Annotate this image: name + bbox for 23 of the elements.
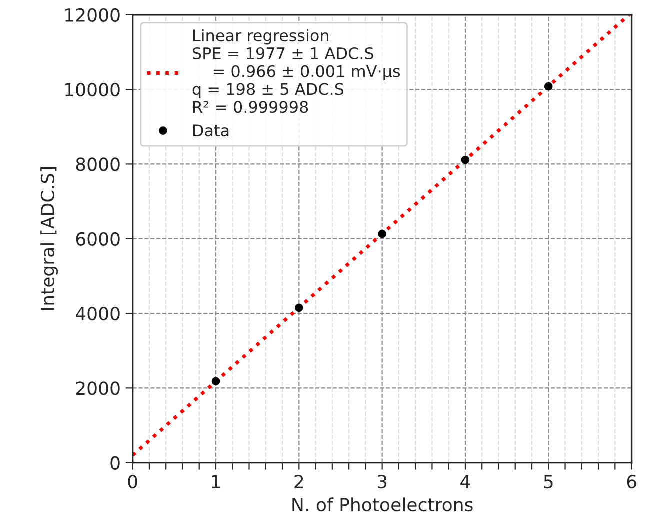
y-tick-label: 6000 [76, 232, 120, 246]
x-tick-label: 2 [294, 474, 304, 488]
point [294, 304, 304, 312]
point [461, 156, 470, 164]
x-tick-label: 5 [544, 475, 553, 489]
y-tick-label: 4000 [76, 306, 120, 321]
y-tick-label: 12000 [66, 8, 120, 22]
point [212, 377, 220, 386]
point [378, 230, 386, 238]
x-axis-title: N. of Photoelectrons [292, 498, 473, 512]
legend-label: Data [194, 124, 229, 137]
y-tick-label: 8000 [76, 158, 120, 172]
y-axis-title: Integral [ADC.S] [40, 168, 58, 310]
x-tick-label: 4 [460, 475, 470, 488]
y-tick-label: 2000 [76, 382, 120, 396]
y-tick-label: 0 [110, 456, 120, 470]
y-tick-label: 10000 [66, 83, 120, 97]
x-tick-label: 0 [128, 474, 138, 489]
x-tick-label: 3 [378, 474, 387, 489]
x-tick-label: 6 [627, 474, 636, 489]
x-tick-label: 1 [212, 475, 220, 488]
legend-label: Linear regression SPE = 1977 ± 1 ADC.S = 0.966 ± 0.001 mV·μs q = 198 ± 5 ADC.S R² = 0.999998 [192, 29, 400, 114]
point [544, 82, 553, 91]
